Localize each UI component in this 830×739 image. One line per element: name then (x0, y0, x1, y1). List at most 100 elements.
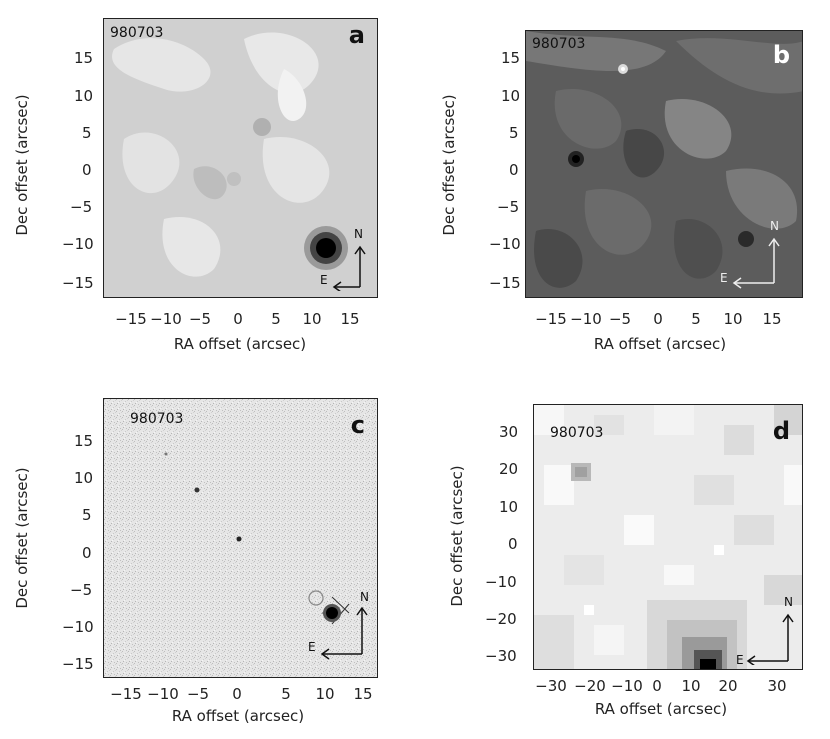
x-tick: −5 (608, 310, 632, 328)
compass-arrows-icon (320, 606, 368, 660)
x-tick: 10 (723, 310, 743, 328)
x-tick: 5 (271, 310, 281, 328)
y-tick: −5 (497, 198, 520, 216)
x-tick-labels: −15 −10 −5 0 5 10 15 (415, 310, 830, 330)
compass: N E (734, 593, 802, 667)
panel-letter: a (348, 21, 365, 49)
contour-image (104, 19, 377, 297)
x-axis-title: RA offset (arcsec) (173, 335, 307, 353)
x-tick: −10 (150, 310, 182, 328)
y-tick: −10 (62, 235, 94, 253)
date-label: 980703 (550, 425, 604, 441)
x-tick: 5 (281, 685, 291, 703)
x-tick: 10 (681, 677, 701, 695)
x-tick: −10 (570, 310, 602, 328)
y-tick: 15 (501, 49, 521, 67)
y-tick: −30 (485, 647, 517, 665)
compass-arrows-icon (746, 613, 794, 667)
panel-b: 980703 b N E 15 10 5 0 −5 −10 −15 −15 −1… (415, 0, 830, 370)
y-tick: 15 (74, 49, 94, 67)
compass: N E (720, 219, 786, 289)
x-tick-labels: −15 −10 −5 0 5 10 15 (0, 685, 415, 705)
x-axis-title: RA offset (arcsec) (594, 700, 728, 718)
y-tick: 0 (82, 161, 92, 179)
x-tick: −30 (535, 677, 567, 695)
image-frame: 980703 a N E (103, 18, 378, 298)
y-tick: 30 (499, 423, 519, 441)
panel-c: 980703 c N E 15 10 5 0 −5 −10 −15 −15 −1… (0, 370, 415, 739)
x-tick: 10 (315, 685, 335, 703)
y-tick: 10 (74, 87, 94, 105)
y-tick: 5 (509, 124, 519, 142)
noise-image (104, 399, 377, 677)
x-tick: −15 (115, 310, 147, 328)
y-tick: −15 (62, 274, 94, 292)
y-tick: 0 (82, 544, 92, 562)
x-axis-title: RA offset (arcsec) (593, 335, 727, 353)
x-tick: 20 (718, 677, 738, 695)
x-tick: 15 (762, 310, 782, 328)
y-tick: −5 (70, 198, 93, 216)
image-frame: 980703 d N E (533, 404, 803, 670)
x-tick: −20 (574, 677, 606, 695)
x-tick: 30 (767, 677, 787, 695)
panel-letter: b (772, 41, 790, 69)
x-tick-labels: −15 −10 −5 0 5 10 15 (0, 310, 415, 330)
compass: N E (320, 227, 370, 293)
x-tick: 15 (353, 685, 373, 703)
x-tick: 0 (233, 310, 243, 328)
x-tick: −5 (188, 310, 212, 328)
y-tick: 20 (499, 460, 519, 478)
x-tick-labels: −30 −20 −10 0 10 20 30 (415, 677, 830, 697)
y-tick: 10 (501, 87, 521, 105)
x-axis-title: RA offset (arcsec) (171, 707, 305, 725)
y-axis-title: Dec offset (arcsec) (448, 465, 466, 607)
date-label: 980703 (130, 411, 184, 427)
x-tick: −5 (186, 685, 210, 703)
date-label: 980703 (532, 36, 586, 52)
y-tick: 5 (82, 506, 92, 524)
north-label: N (360, 590, 369, 604)
y-tick: 10 (74, 469, 94, 487)
contour-image (526, 31, 802, 297)
y-tick: 10 (499, 498, 519, 516)
date-label: 980703 (110, 25, 164, 41)
image-frame: 980703 c N E (103, 398, 378, 678)
x-tick: −10 (147, 685, 179, 703)
y-tick: 5 (82, 124, 92, 142)
y-tick: −10 (62, 618, 94, 636)
y-tick: −10 (485, 573, 517, 591)
y-tick: −15 (62, 655, 94, 673)
panel-a: 980703 a N E 15 10 5 0 −5 −10 −15 −15 −1… (0, 0, 415, 370)
y-tick: 0 (508, 535, 518, 553)
x-tick: 0 (653, 310, 663, 328)
compass-arrows-icon (332, 245, 366, 293)
image-frame: 980703 b N E (525, 30, 803, 298)
y-tick: −5 (70, 581, 93, 599)
x-tick: 0 (652, 677, 662, 695)
north-label: N (770, 219, 779, 233)
y-tick: 15 (74, 432, 94, 450)
y-axis-title: Dec offset (arcsec) (13, 94, 31, 236)
east-label: E (736, 653, 744, 667)
north-label: N (354, 227, 363, 241)
y-tick: −15 (489, 274, 521, 292)
y-tick: −20 (485, 610, 517, 628)
compass-arrows-icon (732, 237, 780, 289)
east-label: E (320, 273, 328, 287)
panel-d: 980703 d N E 30 20 10 0 −10 −20 −30 −30 … (415, 370, 830, 739)
y-axis-title: Dec offset (arcsec) (13, 467, 31, 609)
y-tick: −10 (489, 235, 521, 253)
pixel-image (534, 405, 802, 669)
x-tick: 15 (340, 310, 360, 328)
panel-letter: d (772, 417, 790, 445)
east-label: E (308, 640, 316, 654)
east-label: E (720, 271, 728, 285)
x-tick: −10 (611, 677, 643, 695)
x-tick: −15 (535, 310, 567, 328)
x-tick: 10 (302, 310, 322, 328)
x-tick: −15 (110, 685, 142, 703)
y-axis-title: Dec offset (arcsec) (440, 94, 458, 236)
panel-letter: c (350, 411, 365, 439)
compass: N E (308, 590, 374, 664)
